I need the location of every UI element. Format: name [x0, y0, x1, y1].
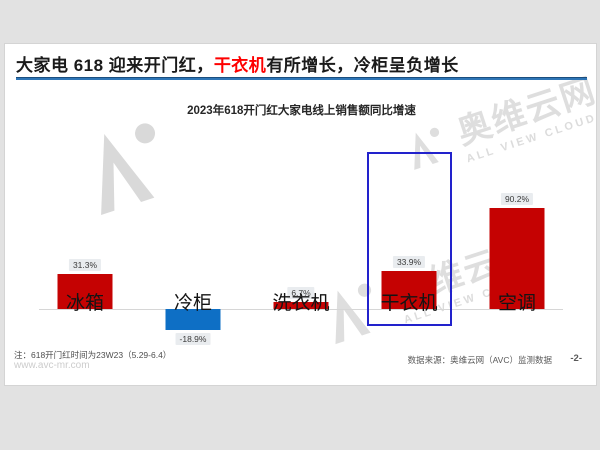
website-watermark: www.avc-mr.com	[14, 360, 90, 371]
bar-value-label: 31.3%	[68, 258, 102, 271]
bar-group-1: -18.9% 冷柜	[139, 104, 247, 346]
page-title-highlight: 干衣机	[213, 56, 267, 75]
bar-group-2: 6.7% 洗衣机	[247, 104, 355, 314]
category-label: 空调	[497, 293, 537, 314]
bar	[489, 207, 545, 309]
chart-zero-axis	[39, 309, 563, 310]
data-source: 数据来源：奥维云网（AVC）监测数据	[407, 355, 552, 365]
bar-value-label: 6.7%	[287, 286, 315, 299]
bar-group-0: 31.3% 冰箱	[31, 104, 139, 314]
bar	[273, 301, 329, 309]
slide-card: 奥维云网 ALL VIEW CLOUD 奥维云网 ALL VIEW CLOUD …	[4, 43, 597, 386]
bar-value-label: 33.9%	[392, 256, 426, 269]
page-title: 大家电 618 迎来开门红，干衣机有所增长，冷柜呈负增长	[16, 51, 591, 76]
category-label: 冷柜	[173, 293, 213, 314]
bar	[381, 271, 437, 309]
page-title-post: 有所增长，冷柜呈负增长	[266, 56, 459, 75]
title-underline	[16, 77, 587, 80]
highlight-box-dryer	[367, 152, 452, 326]
category-label: 干衣机	[380, 293, 438, 314]
page-title-pre: 大家电 618 迎来开门红，	[16, 56, 214, 75]
bar-value-label: 90.2%	[500, 192, 534, 205]
category-label: 洗衣机	[272, 293, 330, 314]
bar	[57, 273, 113, 309]
category-label: 冰箱	[65, 293, 105, 314]
chart-plot-area: 31.3% 冰箱 -18.9% 冷柜 6.7% 洗衣机 33.9% 干衣机 90.2% 空调	[31, 104, 571, 346]
bar-value-label: -18.9%	[175, 333, 211, 346]
bar-group-3: 33.9% 干衣机	[355, 104, 463, 314]
page-number: -2-	[570, 353, 582, 364]
chart-title: 2023年618开门红大家电线上销售额同比增速	[187, 105, 416, 117]
bar	[165, 309, 221, 331]
bar-group-4: 90.2% 空调	[463, 104, 571, 314]
footnote: 注：618开门红时间为23W23（5.29-6.4）	[14, 350, 172, 360]
